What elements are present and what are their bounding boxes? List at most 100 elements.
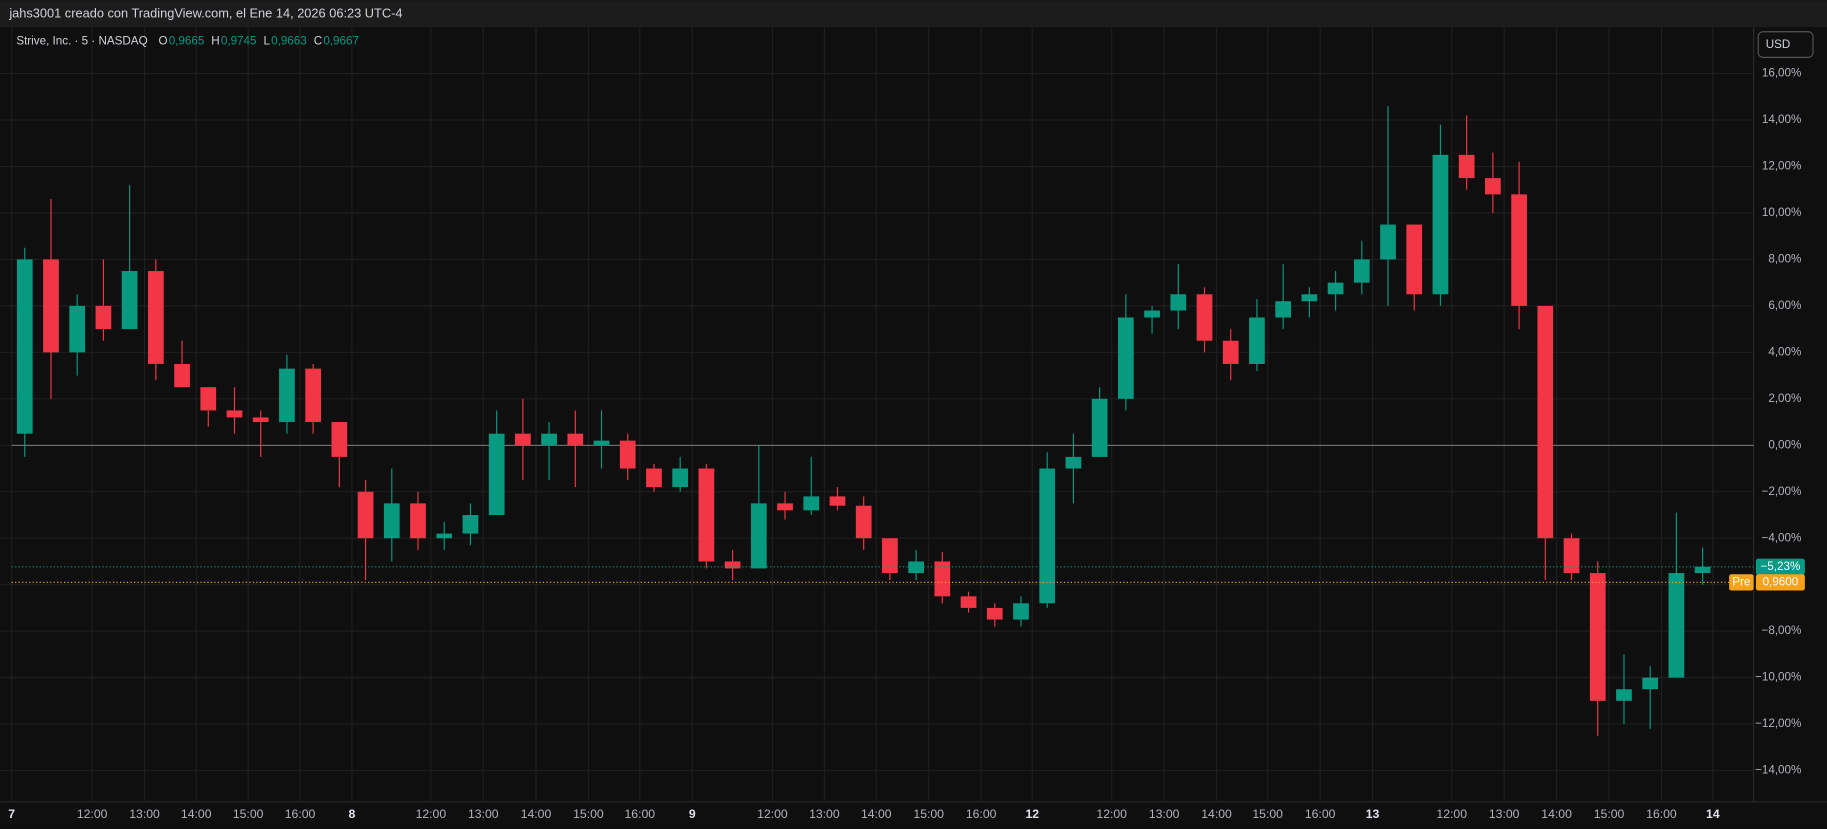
y-tick-label: −12,00% bbox=[1755, 717, 1801, 730]
x-tick-label: 12:00 bbox=[77, 807, 108, 821]
candle-body bbox=[1117, 317, 1134, 399]
x-tick-label: 14:00 bbox=[181, 807, 212, 821]
candle-body bbox=[147, 271, 164, 364]
x-tick-label: 12:00 bbox=[1096, 807, 1127, 821]
candle-body bbox=[1275, 301, 1292, 318]
candle-body bbox=[1563, 538, 1580, 574]
x-tick-label: 13:00 bbox=[809, 807, 840, 821]
candle-body bbox=[1013, 603, 1029, 620]
candle-body bbox=[777, 503, 793, 511]
x-tick-label: 12 bbox=[1025, 807, 1039, 821]
candle-body bbox=[95, 305, 112, 330]
candle-body bbox=[619, 440, 636, 469]
candle-body bbox=[1222, 340, 1239, 364]
x-tick-label: 15:00 bbox=[573, 807, 604, 821]
candle-body bbox=[1668, 573, 1685, 678]
candle-body bbox=[698, 468, 715, 562]
candle-body bbox=[541, 433, 557, 446]
candle-body bbox=[1196, 294, 1213, 341]
candle-body bbox=[1511, 194, 1527, 306]
candle-body bbox=[174, 363, 190, 388]
y-tick-label: 6,00% bbox=[1768, 299, 1801, 312]
candle-body bbox=[1432, 154, 1449, 295]
y-tick-label: −8,00% bbox=[1762, 624, 1802, 637]
y-tick-label: 16,00% bbox=[1762, 67, 1801, 80]
x-tick-label: 16:00 bbox=[1305, 807, 1336, 821]
candle-body bbox=[488, 433, 505, 515]
candle-body bbox=[462, 514, 479, 534]
candle-body bbox=[252, 417, 269, 423]
candle-body bbox=[593, 440, 610, 446]
y-tick-label: 10,00% bbox=[1762, 206, 1801, 219]
ohlc-key: C bbox=[314, 35, 322, 48]
x-tick-label: 13 bbox=[1366, 807, 1380, 821]
currency-label: USD bbox=[1766, 38, 1791, 51]
candle-body bbox=[567, 433, 584, 446]
ohlc-value: 0,9663 bbox=[271, 35, 307, 48]
candle-body bbox=[1616, 689, 1632, 701]
pre-tag: Pre bbox=[1732, 575, 1750, 588]
last-price-box bbox=[1755, 558, 1805, 575]
legend: Strive, Inc. · 5 · NASDAQ O 0,9665 H 0,9745… bbox=[16, 35, 359, 48]
candle-body bbox=[829, 496, 846, 506]
candles bbox=[16, 106, 1711, 736]
candle-body bbox=[1065, 456, 1082, 469]
y-tick-label: −10,00% bbox=[1755, 671, 1801, 684]
candle-body bbox=[383, 503, 400, 539]
x-tick-label: 16:00 bbox=[285, 807, 316, 821]
y-tick-label: 2,00% bbox=[1768, 392, 1801, 405]
x-tick-label: 9 bbox=[689, 807, 696, 821]
candle-body bbox=[1091, 398, 1108, 457]
pre-tag-box bbox=[1729, 574, 1754, 591]
x-tick-label: 14:00 bbox=[1201, 807, 1232, 821]
y-tick-label: 4,00% bbox=[1768, 345, 1801, 358]
candle-body bbox=[226, 410, 243, 418]
ohlc-value: 0,9665 bbox=[169, 35, 205, 48]
pre-price-label: 0,9600 bbox=[1763, 575, 1799, 588]
candle-body bbox=[515, 433, 531, 446]
pre-price-box bbox=[1755, 574, 1805, 591]
x-tick-label: 16:00 bbox=[966, 807, 997, 821]
candle-body bbox=[1301, 294, 1318, 302]
ohlc-value: 0,9667 bbox=[323, 35, 359, 48]
candle-body bbox=[1694, 566, 1711, 574]
x-tick-label: 7 bbox=[8, 807, 15, 821]
candle-body bbox=[200, 387, 217, 411]
x-tick-label: 12:00 bbox=[1436, 807, 1467, 821]
x-tick-label: 16:00 bbox=[1646, 807, 1677, 821]
candle-body bbox=[69, 305, 86, 353]
candle-body bbox=[1144, 310, 1160, 318]
x-tick-label: 13:00 bbox=[1489, 807, 1520, 821]
currency-button[interactable] bbox=[1757, 31, 1814, 58]
candle-body bbox=[279, 368, 295, 423]
ohlc-value: 0,9745 bbox=[221, 35, 257, 48]
x-tick-label: 14 bbox=[1706, 807, 1720, 821]
x-tick-label: 12:00 bbox=[757, 807, 788, 821]
candle-body bbox=[1353, 259, 1370, 283]
candle-body bbox=[908, 561, 924, 574]
candle-body bbox=[331, 422, 348, 457]
candle-body bbox=[724, 561, 741, 569]
candle-body bbox=[882, 538, 898, 574]
candle-body bbox=[855, 505, 872, 539]
x-tick-label: 12:00 bbox=[416, 807, 447, 821]
y-tick-label: 14,00% bbox=[1762, 113, 1801, 126]
candle-body bbox=[1039, 468, 1056, 604]
x-tick-label: 13:00 bbox=[1149, 807, 1180, 821]
x-tick-label: 14:00 bbox=[521, 807, 552, 821]
x-tick-label: 15:00 bbox=[913, 807, 944, 821]
candle-body bbox=[986, 607, 1003, 620]
last-price-label: −5,23% bbox=[1760, 560, 1800, 573]
x-tick-label: 13:00 bbox=[468, 807, 499, 821]
candle-body bbox=[305, 368, 322, 423]
candle-body bbox=[1537, 305, 1554, 539]
candle-body bbox=[410, 503, 426, 539]
candle-body bbox=[1642, 677, 1659, 690]
x-tick-label: 16:00 bbox=[625, 807, 656, 821]
chart-title: jahs3001 creado con TradingView.com, el … bbox=[8, 6, 402, 21]
candle-body bbox=[1485, 178, 1501, 195]
y-tick-label: −2,00% bbox=[1762, 485, 1802, 498]
candle-body bbox=[1589, 573, 1606, 701]
